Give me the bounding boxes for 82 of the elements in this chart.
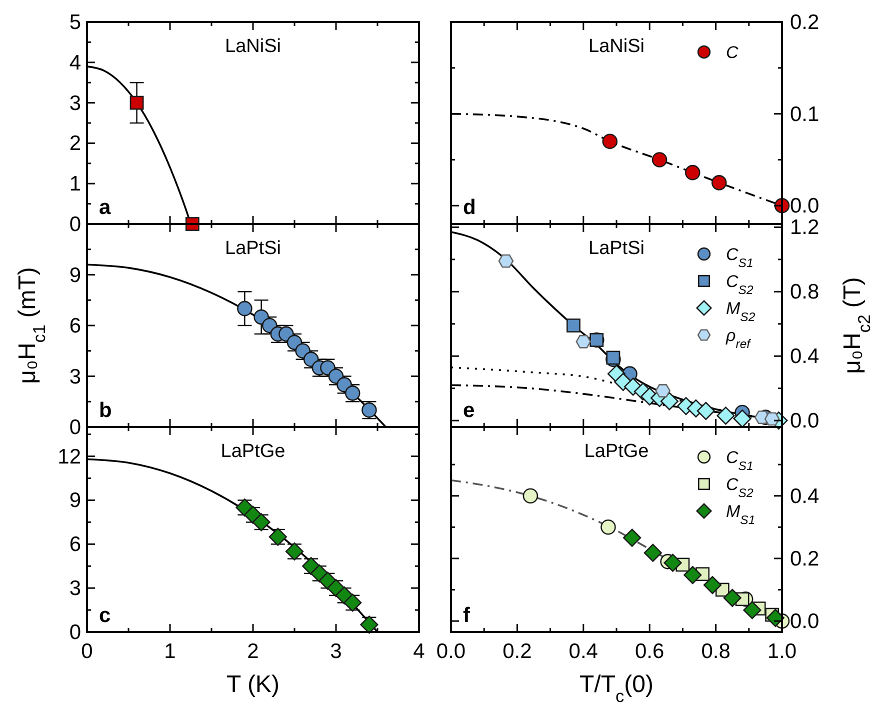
point — [576, 334, 592, 348]
y-tick-label: 4 — [69, 51, 82, 74]
point — [498, 254, 514, 268]
y-tick-label: 3 — [69, 365, 81, 388]
y-tick-label: 3 — [69, 92, 81, 115]
y-tick-label: 0.0 — [790, 410, 820, 433]
x-axis-title: T/T$_{c}$(0) — [580, 671, 654, 706]
point — [733, 410, 752, 428]
annotation: e — [463, 399, 475, 422]
point — [684, 164, 700, 180]
y-tick-label: 0 — [69, 621, 81, 644]
point — [696, 402, 715, 420]
x-tick-label: 0.4 — [568, 640, 598, 663]
x-tick-label: 0.2 — [502, 640, 532, 663]
y-tick-label: 0.4 — [790, 345, 820, 368]
point — [703, 576, 722, 594]
text: LaPtSi — [588, 238, 644, 259]
point — [684, 566, 702, 584]
point — [522, 488, 538, 504]
text: LaPtSi — [225, 238, 281, 259]
point — [711, 175, 727, 190]
point — [723, 588, 742, 607]
y-tick-label: 0.1 — [790, 102, 820, 126]
x-tick-label: 1.0 — [767, 640, 797, 663]
x-tick-label: 0.8 — [701, 640, 730, 663]
y-tick-label: 0.8 — [790, 280, 820, 304]
y-tick-label: 12 — [58, 445, 81, 468]
annotation: f — [463, 604, 471, 627]
y-tick-label: 0.0 — [790, 610, 820, 634]
point — [566, 318, 580, 332]
legend-label: M$_{S2}$ — [726, 299, 756, 324]
x-tick-label: 0.6 — [635, 640, 664, 663]
x-tick-label: 3 — [330, 640, 342, 663]
point — [652, 152, 668, 168]
y-tick-label: 0.2 — [790, 547, 820, 570]
legend-label: C$_{S1}$ — [726, 448, 754, 473]
text: LaPtGe — [584, 441, 649, 462]
y-tick-label: 0.2 — [790, 11, 820, 34]
y-tick-label: 0.0 — [790, 194, 820, 218]
point — [660, 392, 679, 410]
y-tick-label: 1.2 — [790, 216, 820, 240]
annotation: c — [99, 604, 111, 627]
point — [664, 554, 682, 572]
point — [716, 406, 735, 425]
point — [602, 134, 618, 150]
annotation: d — [463, 196, 476, 219]
y-tick-label: 6 — [69, 533, 81, 556]
annotation: a — [99, 196, 111, 219]
x-tick-label: 4 — [413, 640, 426, 663]
legend-label: C$_{S2}$ — [726, 272, 754, 297]
text: LaNiSi — [588, 36, 644, 57]
point — [600, 520, 616, 535]
point — [655, 384, 670, 398]
y-tick-label: 2 — [69, 132, 81, 156]
x-tick-label: 2 — [247, 640, 259, 663]
legend-label: M$_{S1}$ — [726, 502, 756, 527]
legend-label: C — [726, 43, 739, 62]
x-axis-title: T (K) — [226, 671, 280, 698]
point — [360, 616, 378, 634]
annotation: b — [99, 399, 112, 422]
x-tick-label: 0.0 — [436, 640, 466, 663]
point — [590, 333, 604, 347]
legend-label: C$_{S2}$ — [726, 475, 754, 500]
point — [766, 608, 784, 627]
y-tick-label: 9 — [69, 264, 81, 287]
point — [743, 601, 762, 620]
y-tick-label: 5 — [69, 11, 81, 34]
legend-label: ρ$_{ref}$ — [725, 326, 752, 351]
y-tick-label: 3 — [69, 577, 81, 600]
x-tick-label: 1 — [164, 640, 176, 663]
y-tick-label: 0.4 — [790, 484, 820, 508]
point — [237, 300, 252, 316]
y-tick-label: 6 — [69, 314, 81, 338]
y-tick-label: 1 — [69, 172, 81, 196]
point — [623, 528, 642, 547]
point — [644, 544, 662, 562]
legend-label: C$_{S1}$ — [726, 245, 754, 270]
text: LaNiSi — [225, 36, 281, 57]
y-tick-label: 0 — [69, 213, 81, 236]
y-tick-label: 9 — [69, 489, 81, 512]
text: LaPtGe — [220, 441, 286, 462]
y-tick-label: 0 — [69, 416, 81, 439]
